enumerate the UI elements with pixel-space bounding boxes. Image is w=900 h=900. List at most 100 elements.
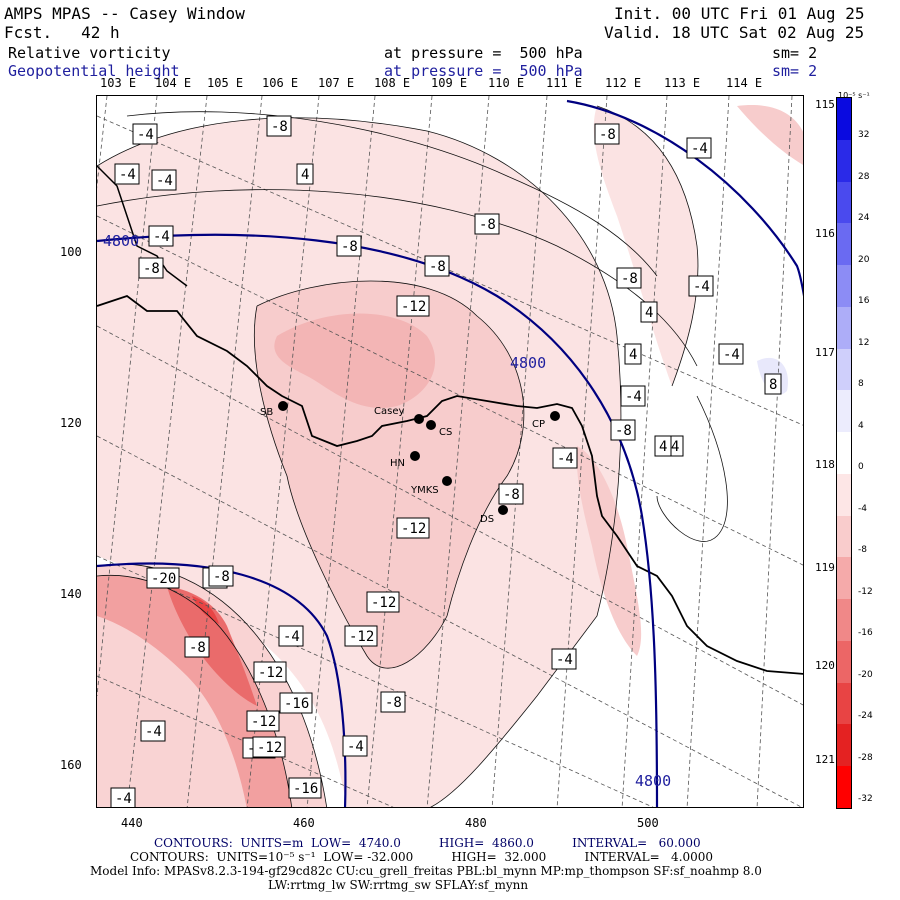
- colorbar-segment: [837, 599, 851, 642]
- lon-label: 110 E: [488, 76, 525, 90]
- vorticity-label: -4: [151, 169, 177, 191]
- station-label: YMKS: [410, 485, 439, 496]
- colorbar-label: 24: [858, 213, 870, 223]
- colorbar-label: -16: [858, 628, 873, 638]
- svg-text:-12: -12: [258, 665, 283, 681]
- lon-label: 103 E: [100, 76, 137, 90]
- station-label: HN: [390, 458, 405, 469]
- height-contour-label: 4800: [635, 772, 671, 790]
- colorbar-label: -4: [858, 503, 867, 514]
- vorticity-label: -4: [342, 735, 368, 757]
- station-marker-ds[interactable]: [498, 505, 508, 515]
- colorbar-label: -12: [858, 586, 873, 597]
- vorticity-label: -8: [380, 691, 406, 713]
- field2-smoothing: sm= 2: [772, 62, 818, 80]
- lon-label: 105 E: [207, 76, 244, 90]
- colorbar-segment: [837, 432, 851, 475]
- svg-text:-8: -8: [385, 695, 402, 711]
- y-axis-label: 100: [60, 245, 82, 259]
- svg-text:-4: -4: [153, 229, 170, 245]
- colorbar-segment: [837, 139, 851, 182]
- vorticity-label: -16: [279, 692, 313, 714]
- vorticity-labels: -4-4 -4-4-8-8-8-8-8-84-4-8-12-444 -4-4-8-1…: [110, 115, 782, 807]
- colorbar-label: -8: [858, 545, 867, 555]
- colorbar-segment: [837, 473, 851, 517]
- lon-label: 111 E: [546, 76, 583, 90]
- station-marker-casey[interactable]: [414, 414, 424, 424]
- station-marker-ymks[interactable]: [442, 476, 452, 486]
- vorticity-label: -8: [184, 636, 210, 658]
- init-time: Init. 00 UTC Fri 01 Aug 25: [614, 4, 865, 23]
- lon-label: 104 E: [155, 76, 192, 90]
- colorbar-segment: [837, 181, 851, 224]
- svg-text:-4: -4: [145, 724, 162, 740]
- colorbar-unit: 10⁻⁵ s⁻¹: [838, 91, 870, 100]
- y-axis-label: 160: [60, 758, 82, 772]
- height-contour-label: 4800: [103, 232, 139, 250]
- vorticity-label: -8: [498, 483, 524, 505]
- svg-text:-8: -8: [479, 217, 496, 233]
- station-marker-hn[interactable]: [410, 451, 420, 461]
- station-marker-cp[interactable]: [550, 411, 560, 421]
- svg-text:-8: -8: [271, 119, 288, 135]
- station-marker-cs[interactable]: [426, 420, 436, 430]
- colorbar-segment: [837, 98, 851, 141]
- colorbar-segment: [837, 348, 851, 391]
- svg-text:-12: -12: [349, 629, 374, 645]
- station-label: Casey: [374, 406, 404, 417]
- field2-level: at pressure = 500 hPa: [384, 62, 583, 80]
- lon-label: 109 E: [431, 76, 468, 90]
- vorticity-label: -4: [551, 648, 577, 670]
- svg-text:-8: -8: [143, 261, 160, 277]
- vorticity-label: -12: [253, 661, 287, 683]
- vorticity-label: 4: [296, 163, 314, 185]
- valid-time: Valid. 18 UTC Sat 02 Aug 25: [604, 23, 865, 42]
- footer-schemes: LW:rrtmg_lw SW:rrtmg_sw SFLAY:sf_mynn: [268, 878, 529, 892]
- map-plot: 4800 4800 4800 SB Casey CS HN YMKS DS CP…: [96, 95, 804, 808]
- vorticity-label: -8: [336, 235, 362, 257]
- vorticity-label: -4: [552, 447, 578, 469]
- svg-text:-4: -4: [156, 173, 173, 189]
- svg-text:-4: -4: [119, 167, 136, 183]
- svg-text:-12: -12: [401, 521, 426, 537]
- colorbar-label: -28: [858, 752, 873, 763]
- station-markers: SB Casey CS HN YMKS DS CP: [260, 401, 560, 525]
- svg-text:-4: -4: [347, 739, 364, 755]
- vorticity-label: -4: [148, 225, 174, 247]
- vorticity-label: 4: [640, 301, 658, 323]
- x-axis-label: 480: [465, 816, 487, 830]
- svg-text:-8: -8: [429, 259, 446, 275]
- station-marker-sb[interactable]: [278, 401, 288, 411]
- station-label: SB: [260, 407, 273, 418]
- colorbar-segment: [837, 557, 851, 600]
- colorbar-label: -32: [858, 794, 873, 804]
- field1-smoothing: sm= 2: [772, 44, 818, 62]
- vorticity-label: -8: [610, 419, 636, 441]
- lon-label: 107 E: [318, 76, 355, 90]
- vorticity-label: -12: [396, 295, 430, 317]
- vorticity-label: -4: [110, 787, 136, 807]
- x-axis-label: 440: [121, 816, 143, 830]
- colorbar-segment: [837, 640, 851, 684]
- colorbar-segment: [837, 515, 851, 558]
- map-title: AMPS MPAS -- Casey Window: [4, 4, 245, 23]
- y-axis-label: 120: [60, 416, 82, 430]
- vorticity-label: -4: [132, 123, 158, 145]
- footer-height-contours: CONTOURS: UNITS=m LOW= 4740.0 HIGH= 4860…: [154, 836, 701, 850]
- field1-name: Relative vorticity: [8, 44, 171, 62]
- colorbar-label: 32: [858, 130, 870, 140]
- colorbar-segment: [837, 223, 851, 266]
- coastline: [97, 294, 803, 675]
- vorticity-label: 4: [624, 343, 642, 365]
- lon-label: 113 E: [664, 76, 701, 90]
- vorticity-label: -8: [266, 115, 292, 137]
- colorbar-label: 8: [858, 379, 864, 389]
- lon-label: 114 E: [726, 76, 763, 90]
- forecast-hour: Fcst. 42 h: [4, 23, 120, 42]
- vorticity-label: 4: [654, 435, 672, 457]
- svg-text:-8: -8: [621, 271, 638, 287]
- svg-text:-4: -4: [691, 141, 708, 157]
- svg-text:-4: -4: [283, 629, 300, 645]
- svg-text:-12: -12: [401, 299, 426, 315]
- svg-text:-4: -4: [693, 279, 710, 295]
